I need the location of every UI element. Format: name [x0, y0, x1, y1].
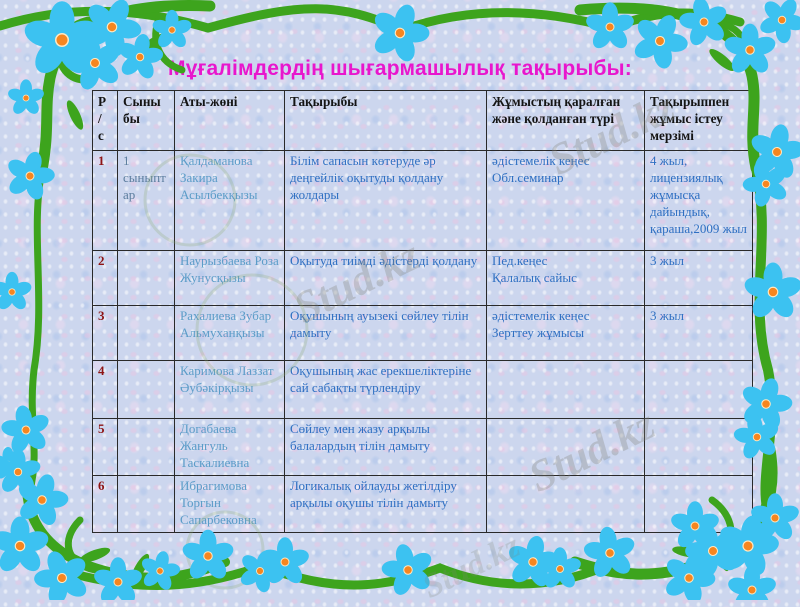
flower-icon — [653, 543, 725, 600]
cell-work-type: әдістемелік кеңес Зерттеу жұмысы — [486, 305, 645, 361]
flower-icon — [24, 541, 100, 600]
flower-icon — [672, 0, 736, 53]
flower-icon — [748, 492, 800, 544]
flower-icon — [258, 536, 312, 588]
flower-icon — [536, 546, 584, 592]
cell-name: Наурызбаева Роза Жунусқызы — [174, 250, 285, 306]
cell-topic: Білім сапасын көтеруде әр деңгейлік оқыт… — [284, 150, 487, 251]
flower-icon — [0, 446, 27, 482]
table-row: 4 Каримова Лаззат Әубәкірқызы Оқушының ж… — [92, 360, 753, 419]
cell-rownum: 5 — [92, 418, 118, 476]
table-row: 5 Догабаева Жангуль Таскалиевна Сөйлеу м… — [92, 418, 753, 476]
flower-icon — [7, 466, 77, 534]
cell-topic: Оқушының ауызекі сөйлеу тілін дамыту — [284, 305, 487, 361]
cell-topic: Оқытуда тиімді әдістерді қолдану — [284, 250, 487, 306]
flower-icon — [374, 537, 442, 600]
flower-icon — [0, 144, 63, 208]
cell-work-type — [486, 418, 645, 476]
cell-term — [644, 475, 753, 533]
flower-icon — [725, 564, 779, 600]
flower-icon — [0, 400, 57, 460]
cell-grade — [117, 418, 175, 476]
corner-curl-bottom-left — [64, 516, 99, 574]
cell-rownum: 2 — [92, 250, 118, 306]
cell-term: 3 жыл — [644, 250, 753, 306]
table-row: 2 Наурызбаева Роза Жунусқызы Оқытуда тиі… — [92, 250, 753, 306]
cell-term: 4 жыл, лицензиялық жұмысқа дайындық, қар… — [644, 150, 753, 251]
cell-topic: Сөйлеу мен жазу арқылы балалардың тілін … — [284, 418, 487, 476]
cell-topic: Логикалық ойлауды жетілдіру арқылы оқушы… — [284, 475, 487, 533]
cell-term: 3 жыл — [644, 305, 753, 361]
watermark: Stud.kz — [416, 527, 526, 606]
flower-icon — [134, 546, 186, 596]
cell-name: Догабаева Жангуль Таскалиевна — [174, 418, 285, 476]
flower-icon — [6, 79, 46, 117]
vine-top — [0, 4, 745, 35]
cell-rownum: 4 — [92, 360, 118, 419]
flower-icon — [0, 271, 34, 313]
flower-icon — [0, 448, 43, 496]
flower-icon — [150, 9, 194, 51]
cell-name: Ибрагимова Торгын Сапарбековна — [174, 475, 285, 533]
vine-right — [751, 163, 777, 525]
cell-rownum: 6 — [92, 475, 118, 533]
table-header-row: Р / с Сыны бы Аты-жөні Тақырыбы Жұмыстың… — [92, 90, 753, 151]
table-row: 1 1 сыныптар Қалдаманова Закира Асылбекқ… — [92, 150, 753, 251]
cell-grade — [117, 475, 175, 533]
cell-name: Қалдаманова Закира Асылбекқызы — [174, 150, 285, 251]
cell-work-type — [486, 360, 645, 419]
flower-icon — [748, 0, 800, 53]
table-row: 3 Рахалиева Зубар Альмуханқызы Оқушының … — [92, 305, 753, 361]
cell-work-type: Пед.кеңес Қалалық сайыс — [486, 250, 645, 306]
header-row-number: Р / с — [92, 90, 118, 151]
cell-grade — [117, 250, 175, 306]
corner-curl-top-right — [686, 18, 752, 60]
cell-name: Рахалиева Зубар Альмуханқызы — [174, 305, 285, 361]
slide-title: Мұғалімдердің шығармашылық тақырыбы: — [168, 57, 632, 80]
header-name: Аты-жөні — [174, 90, 285, 151]
cell-name: Каримова Лаззат Әубәкірқызы — [174, 360, 285, 419]
cell-grade — [117, 305, 175, 361]
flower-icon — [500, 530, 566, 594]
cell-rownum: 3 — [92, 305, 118, 361]
cell-term — [644, 360, 753, 419]
cell-work-type — [486, 475, 645, 533]
cell-grade: 1 сыныптар — [117, 150, 175, 251]
cell-rownum: 1 — [92, 150, 118, 251]
cell-term — [644, 418, 753, 476]
flower-icon — [230, 541, 290, 600]
cell-grade — [117, 360, 175, 419]
flower-icon — [0, 515, 52, 576]
header-work-type: Жұмыстың қаралған және қолданған түрі — [486, 90, 645, 151]
cell-topic: Оқушының жас ерекшеліктеріне сай сабақты… — [284, 360, 487, 419]
flower-icon — [91, 556, 145, 600]
vine-bottom — [55, 557, 620, 590]
header-topic: Тақырыбы — [284, 90, 487, 151]
flower-icon — [583, 1, 637, 53]
cell-work-type: әдістемелік кеңес Обл.семинар — [486, 150, 645, 251]
teachers-table: Р / с Сыны бы Аты-жөні Тақырыбы Жұмыстың… — [92, 90, 753, 533]
header-term: Тақырыппен жұмыс істеу мерзімі — [644, 90, 753, 151]
vine-left — [26, 166, 46, 494]
flower-icon — [179, 529, 237, 583]
table-row: 6 Ибрагимова Торгын Сапарбековна Логикал… — [92, 475, 753, 533]
header-grade: Сыны бы — [117, 90, 175, 151]
